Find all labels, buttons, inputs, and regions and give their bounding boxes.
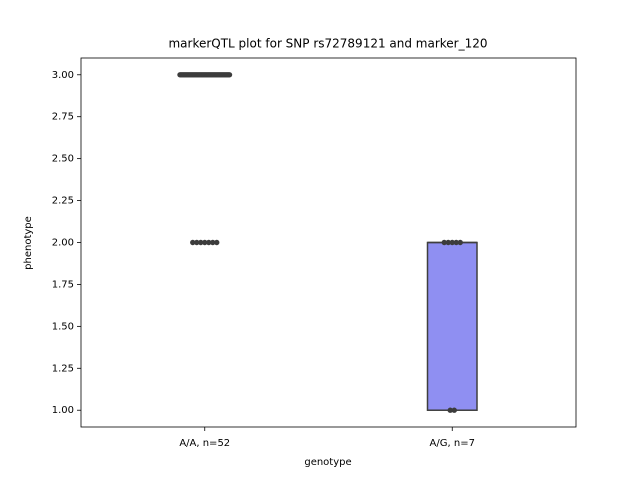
data-point xyxy=(447,407,453,413)
y-tick-label: 1.50 xyxy=(52,321,74,332)
data-point xyxy=(453,239,459,246)
y-tick-label: 1.00 xyxy=(52,405,74,416)
y-tick-label: 1.75 xyxy=(52,279,74,290)
y-tick-label: 2.25 xyxy=(52,196,74,207)
data-point xyxy=(441,239,447,246)
data-point xyxy=(202,239,208,246)
y-tick-label: 1.25 xyxy=(52,363,74,374)
plot-frame xyxy=(80,57,577,428)
x-axis-label: genotype xyxy=(304,457,351,468)
chart-title: markerQTL plot for SNP rs72789121 and ma… xyxy=(168,37,487,51)
data-point xyxy=(210,239,216,246)
box xyxy=(426,241,478,411)
data-point xyxy=(457,239,463,246)
data-point xyxy=(194,239,200,246)
data-point xyxy=(451,407,457,413)
y-tick-label: 3.00 xyxy=(52,70,74,81)
x-tick-label: A/A, n=52 xyxy=(179,438,230,449)
y-tick-label: 2.50 xyxy=(52,154,74,165)
x-tick-label: A/G, n=7 xyxy=(430,438,475,449)
data-point xyxy=(206,239,212,246)
data-point xyxy=(449,239,455,246)
data-point xyxy=(198,239,204,246)
y-tick-label: 2.00 xyxy=(52,238,74,249)
y-tick-label: 2.75 xyxy=(52,112,74,123)
data-point xyxy=(190,239,196,246)
data-point xyxy=(214,239,220,246)
data-point xyxy=(445,239,451,246)
data-point xyxy=(226,72,233,78)
y-axis-label: phenotype xyxy=(23,216,34,270)
